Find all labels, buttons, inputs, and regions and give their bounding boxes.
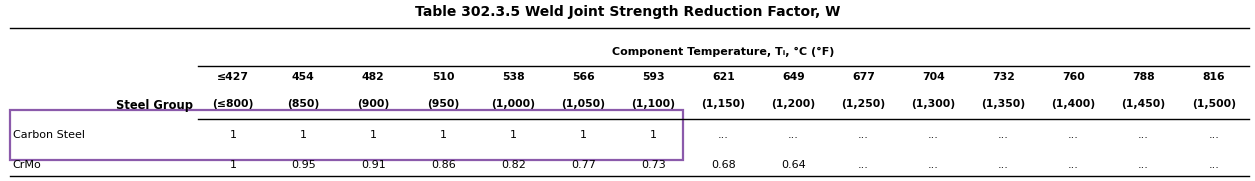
Text: 0.86: 0.86 xyxy=(430,160,456,170)
Text: 0.95: 0.95 xyxy=(291,160,316,170)
Text: 1: 1 xyxy=(230,160,237,170)
Text: 621: 621 xyxy=(712,72,735,82)
Text: (≤800): (≤800) xyxy=(212,99,254,109)
Text: 0.91: 0.91 xyxy=(361,160,385,170)
Text: ...: ... xyxy=(1068,160,1079,170)
Text: (1,200): (1,200) xyxy=(772,99,816,109)
Text: 732: 732 xyxy=(993,72,1015,82)
Text: 649: 649 xyxy=(782,72,804,82)
Text: 1: 1 xyxy=(580,130,587,140)
Text: (1,500): (1,500) xyxy=(1192,99,1236,109)
Text: 454: 454 xyxy=(292,72,315,82)
Text: 510: 510 xyxy=(432,72,454,82)
Text: 1: 1 xyxy=(230,130,237,140)
Text: 1: 1 xyxy=(441,130,447,140)
Text: (1,400): (1,400) xyxy=(1052,99,1096,109)
Text: (950): (950) xyxy=(427,99,459,109)
Text: Steel Group: Steel Group xyxy=(117,99,193,112)
Text: (1,100): (1,100) xyxy=(631,99,675,109)
Text: 704: 704 xyxy=(922,72,945,82)
Text: 816: 816 xyxy=(1202,72,1225,82)
Text: (1,300): (1,300) xyxy=(911,99,955,109)
Text: 760: 760 xyxy=(1062,72,1086,82)
Text: 0.68: 0.68 xyxy=(712,160,735,170)
Text: Table 302.3.5 Weld Joint Strength Reduction Factor, W: Table 302.3.5 Weld Joint Strength Reduct… xyxy=(415,5,840,18)
Text: 677: 677 xyxy=(852,72,875,82)
Text: ...: ... xyxy=(718,130,729,140)
Text: 1: 1 xyxy=(650,130,656,140)
Text: ...: ... xyxy=(998,130,1009,140)
Text: 0.77: 0.77 xyxy=(571,160,596,170)
Text: ...: ... xyxy=(788,130,799,140)
Text: 1: 1 xyxy=(300,130,306,140)
Text: 0.64: 0.64 xyxy=(781,160,806,170)
Text: ...: ... xyxy=(858,160,868,170)
Text: 788: 788 xyxy=(1132,72,1155,82)
Text: ...: ... xyxy=(929,160,939,170)
Text: (1,000): (1,000) xyxy=(492,99,536,109)
Text: ...: ... xyxy=(858,130,868,140)
Text: ...: ... xyxy=(1209,160,1219,170)
Text: (1,350): (1,350) xyxy=(981,99,1025,109)
Text: ...: ... xyxy=(929,130,939,140)
Text: ...: ... xyxy=(1068,130,1079,140)
Text: ...: ... xyxy=(998,160,1009,170)
Text: (1,250): (1,250) xyxy=(842,99,886,109)
Text: 1: 1 xyxy=(370,130,376,140)
Text: (900): (900) xyxy=(358,99,389,109)
Text: ...: ... xyxy=(1209,130,1219,140)
Text: CrMo: CrMo xyxy=(13,160,41,170)
Text: Carbon Steel: Carbon Steel xyxy=(13,130,84,140)
Text: ≤427: ≤427 xyxy=(217,72,250,82)
Text: 566: 566 xyxy=(572,72,595,82)
Text: Component Temperature, Tᵢ, °C (°F): Component Temperature, Tᵢ, °C (°F) xyxy=(612,47,835,57)
Text: 0.73: 0.73 xyxy=(641,160,666,170)
Text: 593: 593 xyxy=(643,72,665,82)
Text: (1,150): (1,150) xyxy=(702,99,745,109)
Text: 0.82: 0.82 xyxy=(501,160,526,170)
Text: (1,450): (1,450) xyxy=(1122,99,1166,109)
Text: (1,050): (1,050) xyxy=(561,99,605,109)
Text: 538: 538 xyxy=(502,72,525,82)
Text: 1: 1 xyxy=(510,130,517,140)
Text: (850): (850) xyxy=(287,99,320,109)
Text: ...: ... xyxy=(1138,160,1150,170)
Text: ...: ... xyxy=(1138,130,1150,140)
Text: 482: 482 xyxy=(361,72,385,82)
